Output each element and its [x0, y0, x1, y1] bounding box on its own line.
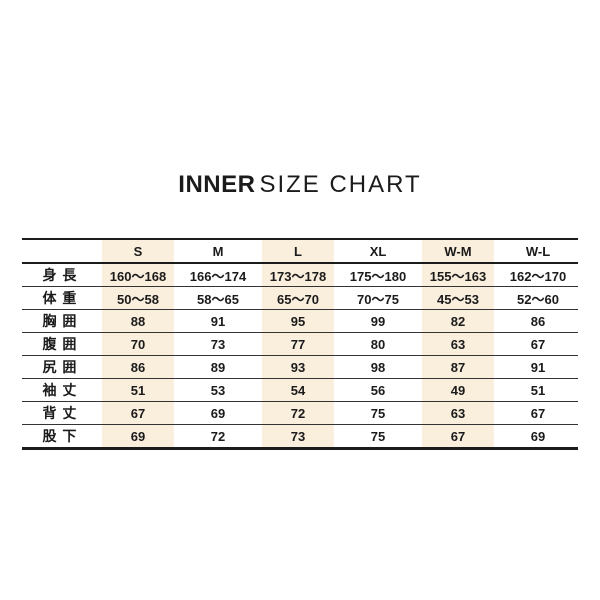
- row-label: 袖 丈: [22, 378, 98, 402]
- value-cell: 99: [338, 309, 418, 333]
- table-row: 袖 丈 51 53 54 56 49 51: [22, 378, 578, 402]
- value-cell: 155〜163: [418, 263, 498, 287]
- row-label: 体 重: [22, 286, 98, 310]
- row-label: 腹 囲: [22, 332, 98, 356]
- row-label: 股 下: [22, 424, 98, 450]
- value-cell: 75: [338, 424, 418, 450]
- value-cell: 58〜65: [178, 286, 258, 310]
- value-cell: 65〜70: [258, 286, 338, 310]
- value-cell: 67: [98, 401, 178, 425]
- value-cell: 49: [418, 378, 498, 402]
- header-cell-xl: XL: [338, 238, 418, 264]
- table-row: 尻 囲 86 89 93 98 87 91: [22, 355, 578, 379]
- size-chart-table: S M L XL W-M W-L 身 長 160〜168 166〜174 173〜178 175〜…: [22, 238, 578, 450]
- header-corner-cell: [22, 238, 98, 264]
- row-label: 身 長: [22, 263, 98, 287]
- value-cell: 80: [338, 332, 418, 356]
- value-cell: 95: [258, 309, 338, 333]
- value-cell: 70〜75: [338, 286, 418, 310]
- value-cell: 86: [98, 355, 178, 379]
- row-label: 背 丈: [22, 401, 98, 425]
- value-cell: 75: [338, 401, 418, 425]
- value-cell: 89: [178, 355, 258, 379]
- page-title: INNER SIZE CHART: [0, 171, 600, 199]
- value-cell: 50〜58: [98, 286, 178, 310]
- table-row: 胸 囲 88 91 95 99 82 86: [22, 309, 578, 333]
- size-header-row: S M L XL W-M W-L: [22, 238, 578, 264]
- value-cell: 82: [418, 309, 498, 333]
- table-row: 背 丈 67 69 72 75 63 67: [22, 401, 578, 425]
- value-cell: 91: [498, 355, 578, 379]
- value-cell: 93: [258, 355, 338, 379]
- row-label: 尻 囲: [22, 355, 98, 379]
- value-cell: 72: [258, 401, 338, 425]
- value-cell: 72: [178, 424, 258, 450]
- value-cell: 69: [98, 424, 178, 450]
- table-row: 股 下 69 72 73 75 67 69: [22, 424, 578, 450]
- value-cell: 53: [178, 378, 258, 402]
- value-cell: 86: [498, 309, 578, 333]
- page-title-secondary: SIZE CHART: [259, 171, 422, 198]
- header-cell-s: S: [98, 238, 178, 264]
- table-row: 身 長 160〜168 166〜174 173〜178 175〜180 155〜163 16…: [22, 263, 578, 287]
- value-cell: 67: [498, 401, 578, 425]
- value-cell: 173〜178: [258, 263, 338, 287]
- table-row: 腹 囲 70 73 77 80 63 67: [22, 332, 578, 356]
- value-cell: 87: [418, 355, 498, 379]
- value-cell: 56: [338, 378, 418, 402]
- value-cell: 52〜60: [498, 286, 578, 310]
- value-cell: 98: [338, 355, 418, 379]
- value-cell: 77: [258, 332, 338, 356]
- value-cell: 69: [178, 401, 258, 425]
- value-cell: 162〜170: [498, 263, 578, 287]
- header-cell-w-m: W-M: [418, 238, 498, 264]
- value-cell: 70: [98, 332, 178, 356]
- header-cell-w-l: W-L: [498, 238, 578, 264]
- value-cell: 88: [98, 309, 178, 333]
- header-cell-m: M: [178, 238, 258, 264]
- size-table-body: 身 長 160〜168 166〜174 173〜178 175〜180 155〜163 16…: [22, 263, 578, 450]
- value-cell: 175〜180: [338, 263, 418, 287]
- header-cell-l: L: [258, 238, 338, 264]
- value-cell: 73: [258, 424, 338, 450]
- value-cell: 45〜53: [418, 286, 498, 310]
- value-cell: 51: [98, 378, 178, 402]
- value-cell: 54: [258, 378, 338, 402]
- value-cell: 63: [418, 401, 498, 425]
- page-title-primary: INNER: [178, 171, 256, 198]
- value-cell: 73: [178, 332, 258, 356]
- value-cell: 67: [498, 332, 578, 356]
- table-row: 体 重 50〜58 58〜65 65〜70 70〜75 45〜53 52〜60: [22, 286, 578, 310]
- row-label: 胸 囲: [22, 309, 98, 333]
- value-cell: 166〜174: [178, 263, 258, 287]
- value-cell: 51: [498, 378, 578, 402]
- value-cell: 160〜168: [98, 263, 178, 287]
- value-cell: 63: [418, 332, 498, 356]
- value-cell: 69: [498, 424, 578, 450]
- value-cell: 67: [418, 424, 498, 450]
- value-cell: 91: [178, 309, 258, 333]
